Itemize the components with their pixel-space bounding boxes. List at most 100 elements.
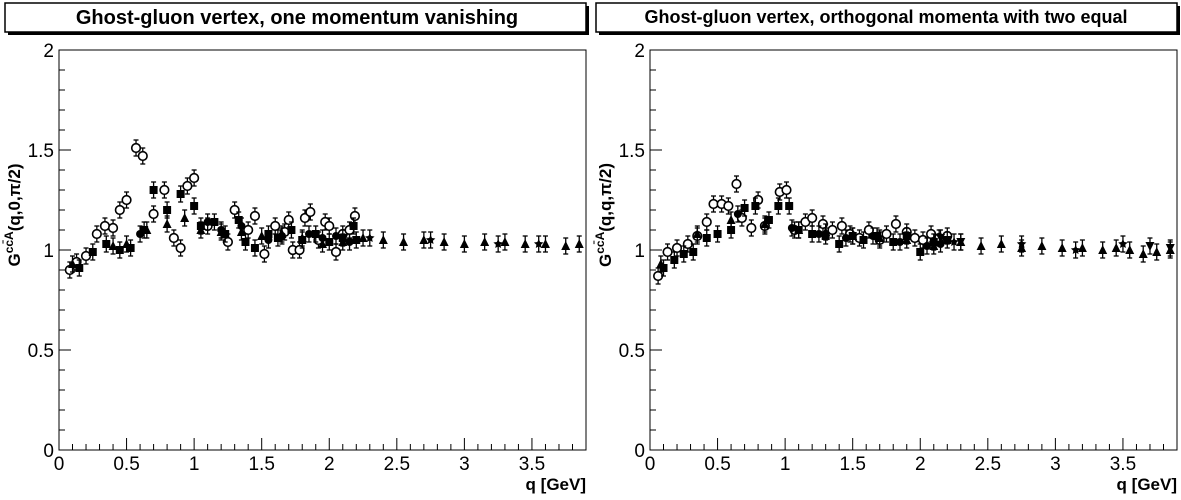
y-tick-label: 2 — [43, 41, 54, 62]
y-axis-label-1-sup: cc̄A — [2, 231, 16, 253]
chart-title-2: Ghost-gluon vertex, orthogonal momenta w… — [644, 7, 1127, 27]
data-point-filled-square — [176, 185, 185, 203]
data-point-filled-triangle-up — [848, 227, 858, 245]
y-tick-label: 1.5 — [619, 141, 645, 162]
data-point-filled-triangle-up — [459, 235, 469, 253]
data-point-filled-triangle-up — [996, 235, 1006, 253]
data-point-filled-triangle-up — [162, 215, 172, 233]
data-point-filled-triangle-up — [378, 231, 388, 249]
axes-2: 0 0.5 1 1.5 2 2.5 3 3.5 0 0.5 1 1.5 2 — [619, 41, 1178, 475]
y-axis-label-2-args: (q,q,π/2) — [596, 163, 615, 232]
data-point-filled-triangle-up — [216, 223, 226, 241]
data-point-open-circle — [114, 201, 125, 219]
x-tick-label: 3.5 — [519, 454, 545, 475]
data-point-filled-triangle-up — [439, 233, 449, 251]
data-point-filled-star — [365, 229, 375, 247]
x-tick-label: 1.5 — [839, 454, 865, 475]
data-point-filled-square — [751, 197, 760, 215]
x-tick-label: 3.5 — [1110, 454, 1136, 475]
data-point-open-circle — [121, 191, 132, 209]
data-point-open-circle — [774, 183, 785, 201]
data-point-filled-star — [425, 231, 436, 249]
data-point-filled-square — [190, 197, 199, 215]
data-point-open-circle — [91, 225, 102, 243]
data-point-open-circle — [107, 219, 119, 237]
data-point-filled-square — [311, 225, 320, 243]
data-point-open-circle — [881, 225, 892, 243]
x-tick-label: 0 — [54, 454, 65, 475]
data-point-filled-triangle-down — [956, 233, 966, 251]
data-point-filled-triangle-up — [196, 221, 206, 239]
data-point-filled-triangle-up — [277, 225, 287, 243]
data-point-open-circle — [890, 215, 902, 233]
data-point-filled-circle — [345, 233, 354, 251]
data-point-filled-triangle-up — [929, 237, 939, 255]
data-point-filled-triangle-up — [692, 225, 702, 243]
data-point-filled-circle — [841, 229, 850, 247]
data-point-open-circle — [159, 181, 170, 199]
data-point-filled-star — [1016, 235, 1027, 253]
x-tick-label: 2.5 — [975, 454, 1001, 475]
data-point-filled-triangle-up — [875, 229, 885, 247]
data-point-filled-triangle-up — [480, 233, 490, 251]
data-point-filled-circle — [787, 219, 796, 237]
data-point-filled-triangle-up — [821, 223, 831, 241]
data-point-open-circle — [781, 181, 792, 199]
x-tick-label: 2 — [915, 454, 926, 475]
data-point-filled-square — [102, 235, 111, 253]
y-tick-label: 0.5 — [28, 341, 54, 362]
data-point-open-circle — [168, 229, 179, 247]
data-point-filled-triangle-up — [1152, 243, 1162, 261]
data-point-filled-star — [1118, 235, 1128, 253]
data-point-filled-square — [679, 245, 688, 263]
data-points-2 — [653, 175, 1175, 285]
data-point-filled-square — [325, 233, 334, 251]
data-point-filled-star — [1070, 241, 1081, 259]
data-point-open-circle — [259, 245, 270, 263]
x-tick-label: 1.5 — [248, 454, 274, 475]
y-tick-label: 1 — [634, 241, 645, 262]
data-point-filled-square — [670, 251, 679, 269]
data-point-filled-triangle-up — [419, 231, 429, 249]
title-box-1-shadow-bottom — [8, 32, 589, 35]
data-point-open-circle — [324, 217, 335, 235]
data-point-filled-triangle-down — [1145, 237, 1155, 255]
data-point-filled-triangle-up — [1125, 241, 1135, 259]
data-point-open-circle — [99, 217, 111, 235]
x-tick-label: 0.5 — [113, 454, 139, 475]
y-axis-label-1-main: G — [5, 253, 24, 266]
x-tick-label: 1 — [189, 454, 200, 475]
data-point-filled-triangle-down — [1165, 239, 1175, 257]
y-axis-label-2-sup: cc̄A — [593, 231, 607, 253]
data-point-open-circle — [708, 195, 719, 213]
data-point-filled-circle — [332, 227, 341, 245]
y-tick-label: 1.5 — [28, 141, 54, 162]
data-point-open-circle — [249, 207, 261, 225]
data-point-filled-triangle-up — [500, 233, 510, 251]
data-point-filled-triangle-down — [936, 229, 946, 247]
title-box-1-shadow-right — [586, 6, 589, 35]
data-point-filled-square — [287, 221, 296, 239]
data-point-filled-triangle-up — [540, 235, 550, 253]
data-points-1 — [64, 139, 584, 279]
x-tick-label: 2 — [324, 454, 335, 475]
data-point-open-circle — [137, 147, 148, 165]
data-point-filled-square — [740, 199, 749, 217]
data-point-open-circle — [330, 243, 342, 261]
data-point-filled-circle — [136, 225, 145, 243]
data-point-filled-square — [210, 213, 219, 231]
y-tick-label: 1 — [43, 241, 54, 262]
data-point-open-circle — [836, 217, 847, 235]
data-point-filled-triangle-up — [1077, 239, 1087, 257]
data-point-filled-triangle-up — [1057, 239, 1067, 257]
y-tick-label: 2 — [634, 41, 645, 62]
data-point-filled-triangle-up — [1037, 237, 1047, 255]
data-point-filled-triangle-up — [257, 227, 267, 245]
x-axis-label-1: q [GeV] — [526, 475, 586, 494]
data-point-filled-square — [250, 239, 259, 257]
data-point-open-circle — [827, 221, 838, 239]
data-point-filled-square — [785, 197, 794, 215]
data-point-filled-triangle-up — [358, 229, 368, 247]
x-tick-label: 0 — [645, 454, 656, 475]
x-tick-label: 1 — [780, 454, 791, 475]
